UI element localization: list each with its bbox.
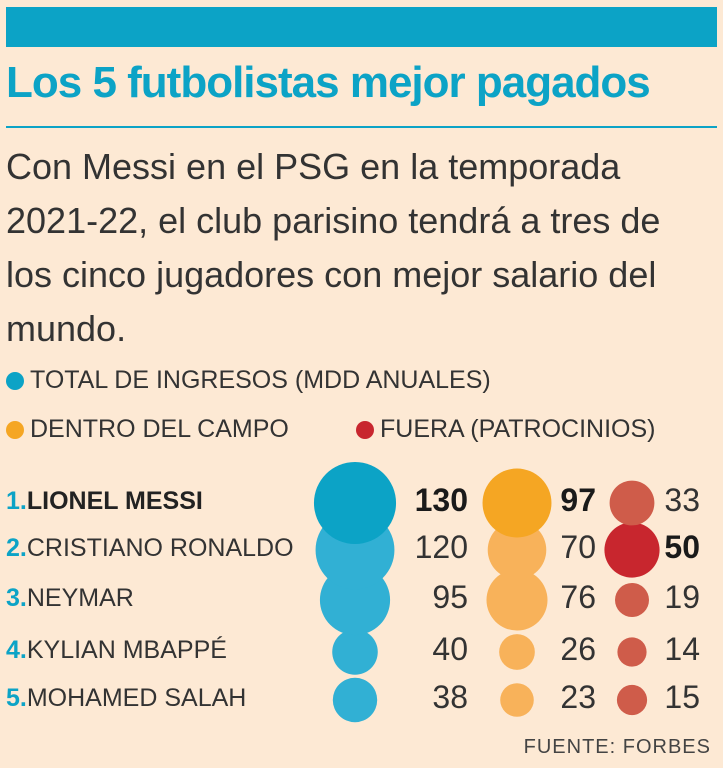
value-total-3: 95 — [432, 579, 468, 615]
bubble-total-5 — [332, 677, 378, 723]
value-off-field-3: 19 — [664, 579, 700, 615]
player-name-3: 3.NEYMAR — [6, 584, 134, 613]
legend-total: TOTAL DE INGRESOS (MDD ANUALES) — [6, 366, 491, 395]
bubble-on-field-5 — [500, 683, 534, 717]
bubble-off-field-5 — [616, 684, 648, 716]
value-on-field-3: 76 — [560, 579, 596, 615]
bubble-off-field-4 — [617, 637, 647, 667]
title-divider — [6, 126, 717, 128]
bubble-off-field-2 — [604, 522, 660, 578]
player-label: MOHAMED SALAH — [26, 684, 247, 712]
value-total-1: 130 — [414, 482, 468, 518]
legend-off-field-label: FUERA (PATROCINIOS) — [380, 415, 656, 443]
header-bar — [6, 7, 717, 47]
value-off-field-4: 14 — [664, 631, 700, 667]
legend-total-label: TOTAL DE INGRESOS (MDD ANUALES) — [30, 366, 491, 394]
chart-subtitle: Con Messi en el PSG en la temporada 2021… — [6, 146, 661, 349]
player-label: CRISTIANO RONALDO — [26, 534, 294, 562]
legend-on-field-dot — [6, 420, 24, 439]
bubble-off-field-1 — [609, 480, 655, 526]
player-label: KYLIAN MBAPPÉ — [26, 636, 227, 664]
value-off-field-2: 50 — [664, 529, 700, 565]
legend-on-field-label: DENTRO DEL CAMPO — [30, 415, 289, 443]
player-name-1: 1.LIONEL MESSI — [6, 487, 203, 516]
bubble-on-field-2 — [487, 520, 547, 580]
player-rank: 3. — [6, 584, 27, 612]
chart-title: Los 5 futbolistas mejor pagados — [6, 58, 651, 107]
player-rank: 1. — [6, 487, 27, 515]
legend-off-field: FUERA (PATROCINIOS) — [356, 415, 655, 444]
player-rank: 4. — [6, 636, 27, 664]
bubble-total-1 — [313, 461, 397, 545]
value-on-field-4: 26 — [560, 631, 596, 667]
player-rank: 2. — [6, 534, 27, 562]
value-off-field-5: 15 — [664, 679, 700, 715]
legend-on-field: DENTRO DEL CAMPO — [6, 415, 289, 444]
value-on-field-5: 23 — [560, 679, 596, 715]
bubble-on-field-1 — [482, 468, 552, 538]
player-name-5: 5.MOHAMED SALAH — [6, 684, 246, 713]
player-label: NEYMAR — [26, 584, 134, 612]
bubble-off-field-3 — [615, 583, 649, 617]
value-total-5: 38 — [432, 679, 468, 715]
player-rank: 5. — [6, 684, 27, 712]
value-on-field-2: 70 — [560, 529, 596, 565]
value-total-4: 40 — [432, 631, 468, 667]
bubble-total-4 — [332, 629, 378, 675]
value-off-field-1: 33 — [664, 482, 700, 518]
player-name-2: 2.CRISTIANO RONALDO — [6, 534, 294, 563]
value-on-field-1: 97 — [560, 482, 596, 518]
player-name-4: 4.KYLIAN MBAPPÉ — [6, 636, 227, 665]
legend-off-field-dot — [356, 420, 374, 439]
bubble-on-field-4 — [499, 634, 535, 670]
player-label: LIONEL MESSI — [26, 487, 203, 515]
legend-total-dot — [6, 371, 24, 390]
bubble-on-field-3 — [486, 569, 548, 631]
value-total-2: 120 — [414, 529, 468, 565]
source-note: FUENTE: FORBES — [523, 736, 711, 758]
